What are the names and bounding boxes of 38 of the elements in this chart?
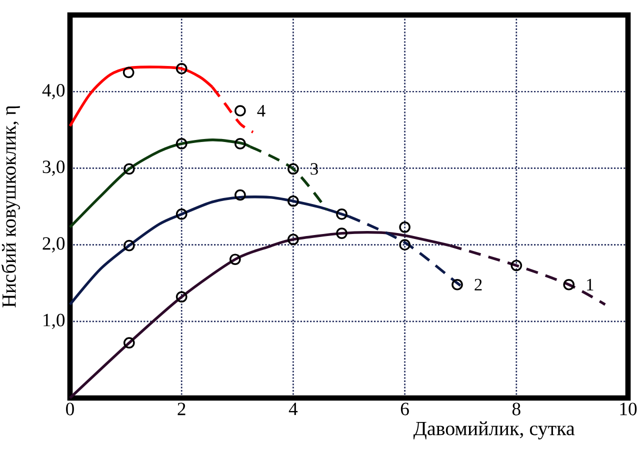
point — [563, 278, 575, 290]
point — [336, 208, 348, 220]
point — [234, 189, 246, 201]
point — [122, 66, 134, 78]
x-tick-label: 0 — [66, 402, 74, 416]
point — [234, 105, 246, 116]
point — [123, 240, 135, 252]
point — [336, 228, 348, 239]
point — [176, 62, 188, 74]
y-tick-label: 2,0 — [42, 237, 65, 252]
x-tick-label: 4 — [288, 402, 298, 415]
point — [288, 163, 299, 175]
series-label: 4 — [257, 105, 266, 116]
x-tick-label: 10 — [620, 402, 637, 416]
point — [176, 138, 188, 150]
point — [123, 163, 135, 175]
point — [399, 239, 410, 250]
series-label: 1 — [587, 278, 594, 290]
series-label: 3 — [310, 163, 318, 175]
point — [399, 222, 410, 233]
series-label: 2 — [474, 278, 482, 290]
point — [234, 138, 246, 150]
y-axis-title: Нисбий ковушкоклик, η — [1, 106, 20, 308]
point — [288, 234, 299, 246]
point — [176, 291, 188, 303]
x-axis-title: Давомийлик, сутка — [413, 421, 575, 440]
point — [452, 278, 463, 290]
point — [510, 260, 522, 272]
x-tick-label: 2 — [178, 402, 186, 416]
x-tick-label: 6 — [400, 402, 409, 416]
point — [288, 195, 299, 207]
x-tick-label: 8 — [512, 402, 520, 416]
point — [176, 208, 188, 220]
y-tick-label: 4,0 — [42, 84, 65, 100]
y-tick-label: 3,0 — [42, 160, 65, 176]
y-tick-label: 1,0 — [44, 314, 65, 330]
point — [230, 254, 241, 266]
point — [123, 337, 135, 349]
